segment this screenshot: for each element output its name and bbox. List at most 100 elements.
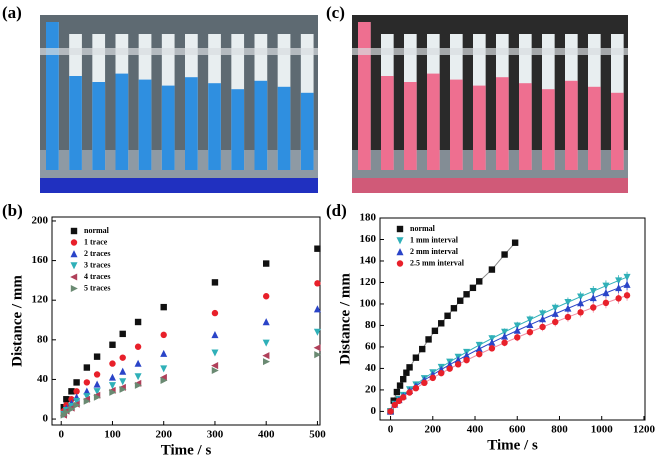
marker <box>211 349 219 357</box>
strip-wet <box>300 92 314 170</box>
marker <box>63 408 71 416</box>
marker <box>615 277 623 285</box>
marker <box>488 345 496 352</box>
marker <box>395 397 403 405</box>
legend-marker <box>396 237 404 245</box>
marker <box>450 305 458 312</box>
marker <box>577 309 584 316</box>
strip-wet <box>185 77 198 170</box>
marker <box>83 397 91 405</box>
strip-wet <box>277 86 291 170</box>
marker <box>134 373 142 381</box>
y-tick-label: 100 <box>360 297 377 309</box>
marker <box>160 376 168 384</box>
x-tick-label: 0 <box>58 429 64 441</box>
marker <box>431 327 439 335</box>
strip-wet <box>254 80 268 170</box>
marker <box>160 365 168 373</box>
x-tick-label: 300 <box>207 429 224 441</box>
marker <box>93 393 101 401</box>
marker <box>159 373 167 381</box>
fit-line <box>390 284 628 412</box>
strip-wet <box>588 86 601 170</box>
strip-wet <box>542 89 555 170</box>
marker <box>551 309 559 317</box>
y-tick-label: 160 <box>360 233 377 245</box>
y-tick-label: 200 <box>32 214 49 226</box>
marker <box>68 405 76 413</box>
marker <box>313 328 321 336</box>
marker <box>313 344 321 352</box>
marker <box>406 389 413 396</box>
fit-line <box>390 276 628 412</box>
x-tick-label: 1000 <box>591 424 614 436</box>
marker <box>419 345 426 353</box>
legend-label: 3 traces <box>84 260 110 269</box>
marker <box>438 369 445 377</box>
legend-label: 4 traces <box>84 272 110 281</box>
marker <box>109 341 116 348</box>
marker <box>63 396 70 403</box>
marker <box>444 312 451 319</box>
marker <box>134 359 142 367</box>
marker <box>577 293 585 301</box>
strip-wet <box>450 79 463 170</box>
marker <box>476 278 483 285</box>
marker <box>602 282 610 290</box>
marker <box>577 299 585 307</box>
marker <box>313 305 321 313</box>
marker <box>134 343 142 350</box>
marker <box>119 354 126 361</box>
marker <box>119 330 126 338</box>
marker <box>539 315 547 323</box>
x-tick-label: 0 <box>388 424 394 436</box>
marker <box>463 351 471 359</box>
panel-label: (c) <box>326 3 345 22</box>
marker <box>83 364 91 371</box>
photo-reservoir <box>40 178 318 193</box>
y-axis-label: Distance / mm <box>337 273 353 365</box>
marker <box>73 401 81 409</box>
strip-wet <box>381 76 394 170</box>
marker <box>262 260 270 267</box>
marker <box>589 287 597 296</box>
legend-label: 2 mm interval <box>410 247 459 256</box>
marker <box>93 380 101 388</box>
marker <box>93 388 101 396</box>
strip-wet <box>565 80 578 170</box>
marker <box>391 401 398 409</box>
marker <box>425 336 432 343</box>
marker <box>615 295 622 302</box>
marker <box>564 313 572 321</box>
marker <box>454 356 462 364</box>
marker <box>83 393 91 401</box>
x-axis-label: Time / s <box>487 437 538 453</box>
strip-wet <box>161 85 175 170</box>
marker <box>119 378 127 386</box>
y-tick-label: 40 <box>365 362 377 374</box>
legend-label: 1 mm interval <box>410 235 459 244</box>
marker <box>602 289 610 297</box>
marker <box>73 388 80 395</box>
x-tick-label: 200 <box>425 424 442 436</box>
strip-wet <box>496 77 509 170</box>
y-tick-label: 140 <box>360 255 377 267</box>
plot-frame <box>51 216 321 426</box>
marker <box>314 351 322 359</box>
marker <box>469 284 477 292</box>
legend-marker <box>70 250 78 258</box>
marker <box>211 279 219 286</box>
marker <box>109 360 116 367</box>
y-tick-label: 0 <box>43 413 49 425</box>
strip-wet <box>231 89 245 170</box>
marker <box>134 318 142 326</box>
marker <box>262 352 270 360</box>
marker <box>108 373 116 381</box>
strip-wet <box>138 79 152 170</box>
x-tick-label: 200 <box>155 429 172 441</box>
x-tick-label: 800 <box>551 424 568 436</box>
marker <box>160 303 167 311</box>
marker <box>119 367 127 375</box>
x-tick-label: 100 <box>104 429 121 441</box>
marker <box>211 331 219 339</box>
